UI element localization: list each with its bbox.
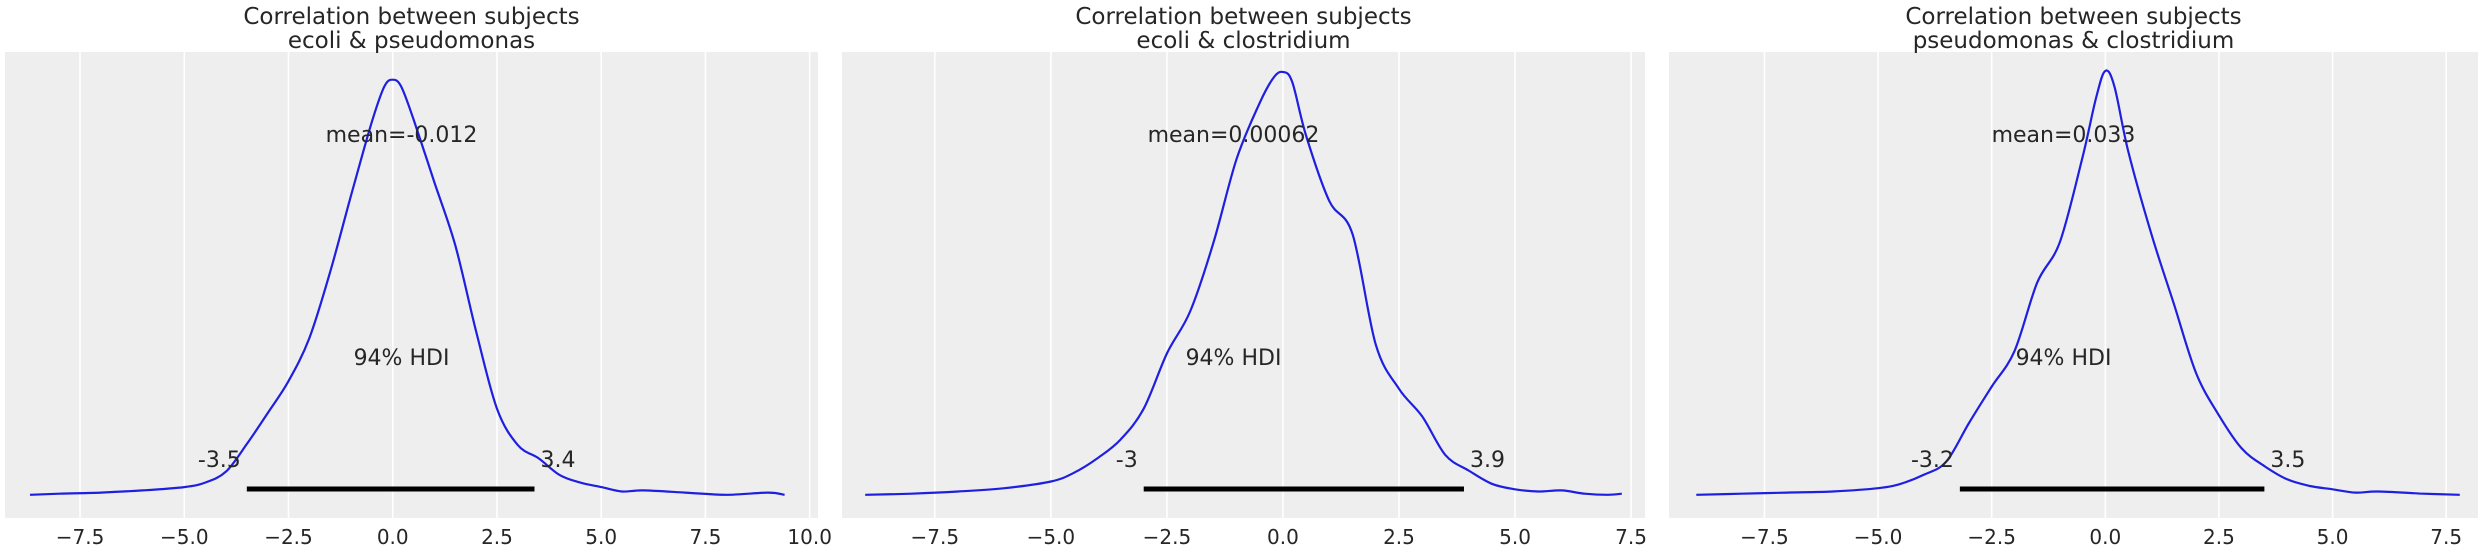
x-tick-label: 2.5 [1383, 525, 1415, 549]
panel-title: Correlation between subjects [1075, 4, 1411, 30]
x-tick-label: −7.5 [56, 525, 105, 549]
panel-title: Correlation between subjects [243, 4, 579, 30]
x-tick-label: −5.0 [1027, 525, 1076, 549]
mean-label: mean=-0.012 [326, 123, 478, 148]
x-tick-label: 0.0 [2089, 525, 2121, 549]
plot-area [842, 52, 1645, 518]
x-tick-label: 10.0 [787, 525, 832, 549]
plot-area [1669, 52, 2478, 518]
x-tick-label: −5.0 [160, 525, 209, 549]
mean-label: mean=0.00062 [1148, 123, 1320, 148]
x-tick-label: 0.0 [1267, 525, 1299, 549]
x-tick-label: −5.0 [1854, 525, 1903, 549]
density-curve [865, 70, 1622, 496]
x-tick-label: −2.5 [1143, 525, 1192, 549]
panel-subtitle: pseudomonas & clostridium [1913, 28, 2235, 54]
hdi-low-label: -3.2 [1911, 448, 1954, 473]
density-curve [1696, 69, 2460, 496]
plot-area [5, 52, 818, 518]
x-tick-label: 5.0 [2317, 525, 2349, 549]
hdi-low-label: -3.5 [198, 448, 241, 473]
hdi-low-label: -3 [1116, 448, 1138, 473]
panel-1: −7.5 −5.0 −2.5 0.0 2.5 5.0 7.5 10.0 Correlation … [5, 4, 832, 549]
x-tick-label: 7.5 [1615, 525, 1647, 549]
x-tick-label: −2.5 [264, 525, 313, 549]
x-tick-label: −7.5 [911, 525, 960, 549]
panel-subtitle: ecoli & pseudomonas [288, 28, 535, 54]
panel-title: Correlation between subjects [1905, 4, 2241, 30]
x-tick-label: 7.5 [2430, 525, 2462, 549]
hdi-high-label: 3.4 [540, 448, 575, 473]
x-tick-label: −2.5 [1967, 525, 2016, 549]
x-tick-label: 0.0 [377, 525, 409, 549]
mean-label: mean=0.033 [1992, 123, 2136, 148]
hdi-label: 94% HDI [2016, 346, 2112, 371]
x-tick-label: −7.5 [1740, 525, 1789, 549]
panel-subtitle: ecoli & clostridium [1136, 28, 1350, 54]
x-tick-label: 7.5 [690, 525, 722, 549]
panel-2: −7.5 −5.0 −2.5 0.0 2.5 5.0 7.5 Correlation betw… [842, 4, 1647, 549]
x-tick-label: 2.5 [481, 525, 513, 549]
density-curve [29, 78, 785, 496]
hdi-label: 94% HDI [1186, 346, 1282, 371]
panel-3: −7.5 −5.0 −2.5 0.0 2.5 5.0 7.5 Correlation betw… [1669, 4, 2478, 549]
x-tick-label: 2.5 [2203, 525, 2235, 549]
hdi-label: 94% HDI [354, 346, 450, 371]
hdi-high-label: 3.9 [1470, 448, 1505, 473]
hdi-high-label: 3.5 [2270, 448, 2305, 473]
x-tick-label: 5.0 [1499, 525, 1531, 549]
x-tick-label: 5.0 [585, 525, 617, 549]
